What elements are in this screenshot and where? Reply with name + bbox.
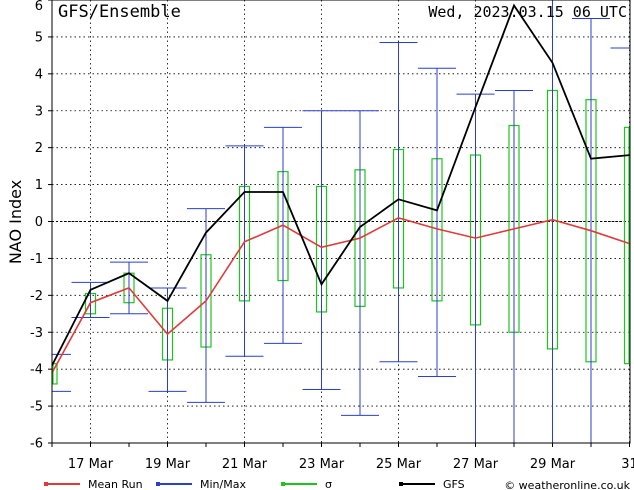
gfs-line (51, 3, 630, 366)
x-tick-label-7: 23 Mar (299, 457, 345, 472)
y-tick-label-1: 1 (35, 178, 43, 193)
y-tick-label-6: 6 (35, 0, 43, 14)
axes (48, 0, 631, 447)
legend-label-minmax: Min/Max (200, 478, 246, 490)
y-tick-label--1: -1 (30, 252, 43, 267)
y-axis-label: NAO Index (6, 180, 25, 264)
minmax-bars (52, 0, 630, 443)
legend: Mean Run Min/Max σ GFS (44, 478, 465, 490)
y-tick-label--3: -3 (30, 326, 43, 341)
legend-marker-gfs (399, 482, 403, 486)
legend-item-minmax: Min/Max (156, 478, 246, 490)
x-tick-label-9: 25 Mar (376, 457, 422, 472)
y-tick-labels: -6 -5 -4 -3 -2 -1 0 1 2 3 4 5 6 (30, 0, 43, 452)
series-lines (51, 3, 630, 374)
mean-run-line (51, 216, 630, 374)
x-tick-labels: 17 Mar 19 Mar 21 Mar 23 Mar 25 Mar 27 Mar 29 M… (68, 457, 634, 472)
y-tick-label-2: 2 (35, 141, 43, 156)
x-tick-label-5: 21 Mar (222, 457, 268, 472)
x-tick-label-1: 17 Mar (68, 457, 114, 472)
y-tick-label-0: 0 (35, 215, 43, 230)
legend-label-gfs: GFS (443, 478, 465, 490)
legend-item-mean: Mean Run (44, 478, 143, 490)
credit-text: © weatheronline.co.uk (504, 479, 630, 490)
sigma-box-0 (52, 363, 58, 385)
y-tick-label--5: -5 (30, 400, 43, 415)
y-tick-label-4: 4 (35, 67, 43, 82)
legend-marker-minmax (156, 482, 160, 486)
y-tick-label--4: -4 (30, 363, 43, 378)
x-tick-label-13: 29 Mar (530, 457, 576, 472)
legend-label-sigma: σ (325, 478, 332, 490)
legend-item-sigma: σ (281, 478, 332, 490)
x-tick-label-11: 27 Mar (453, 457, 499, 472)
chart-title: GFS/Ensemble (58, 2, 181, 22)
y-tick-label-5: 5 (35, 30, 43, 45)
legend-item-gfs: GFS (399, 478, 465, 490)
y-tick-label--2: -2 (30, 289, 43, 304)
legend-label-mean: Mean Run (88, 478, 143, 490)
legend-marker-mean (44, 482, 48, 486)
x-tick-label-15: 31 (621, 457, 634, 472)
sigma-box-15 (623, 126, 630, 365)
x-tick-label-3: 19 Mar (145, 457, 191, 472)
y-tick-label-3: 3 (35, 104, 43, 119)
y-tick-label--6: -6 (30, 437, 43, 452)
legend-marker-sigma (281, 482, 285, 486)
run-label: Wed, 2023.03.15 06 UTC (428, 3, 627, 21)
